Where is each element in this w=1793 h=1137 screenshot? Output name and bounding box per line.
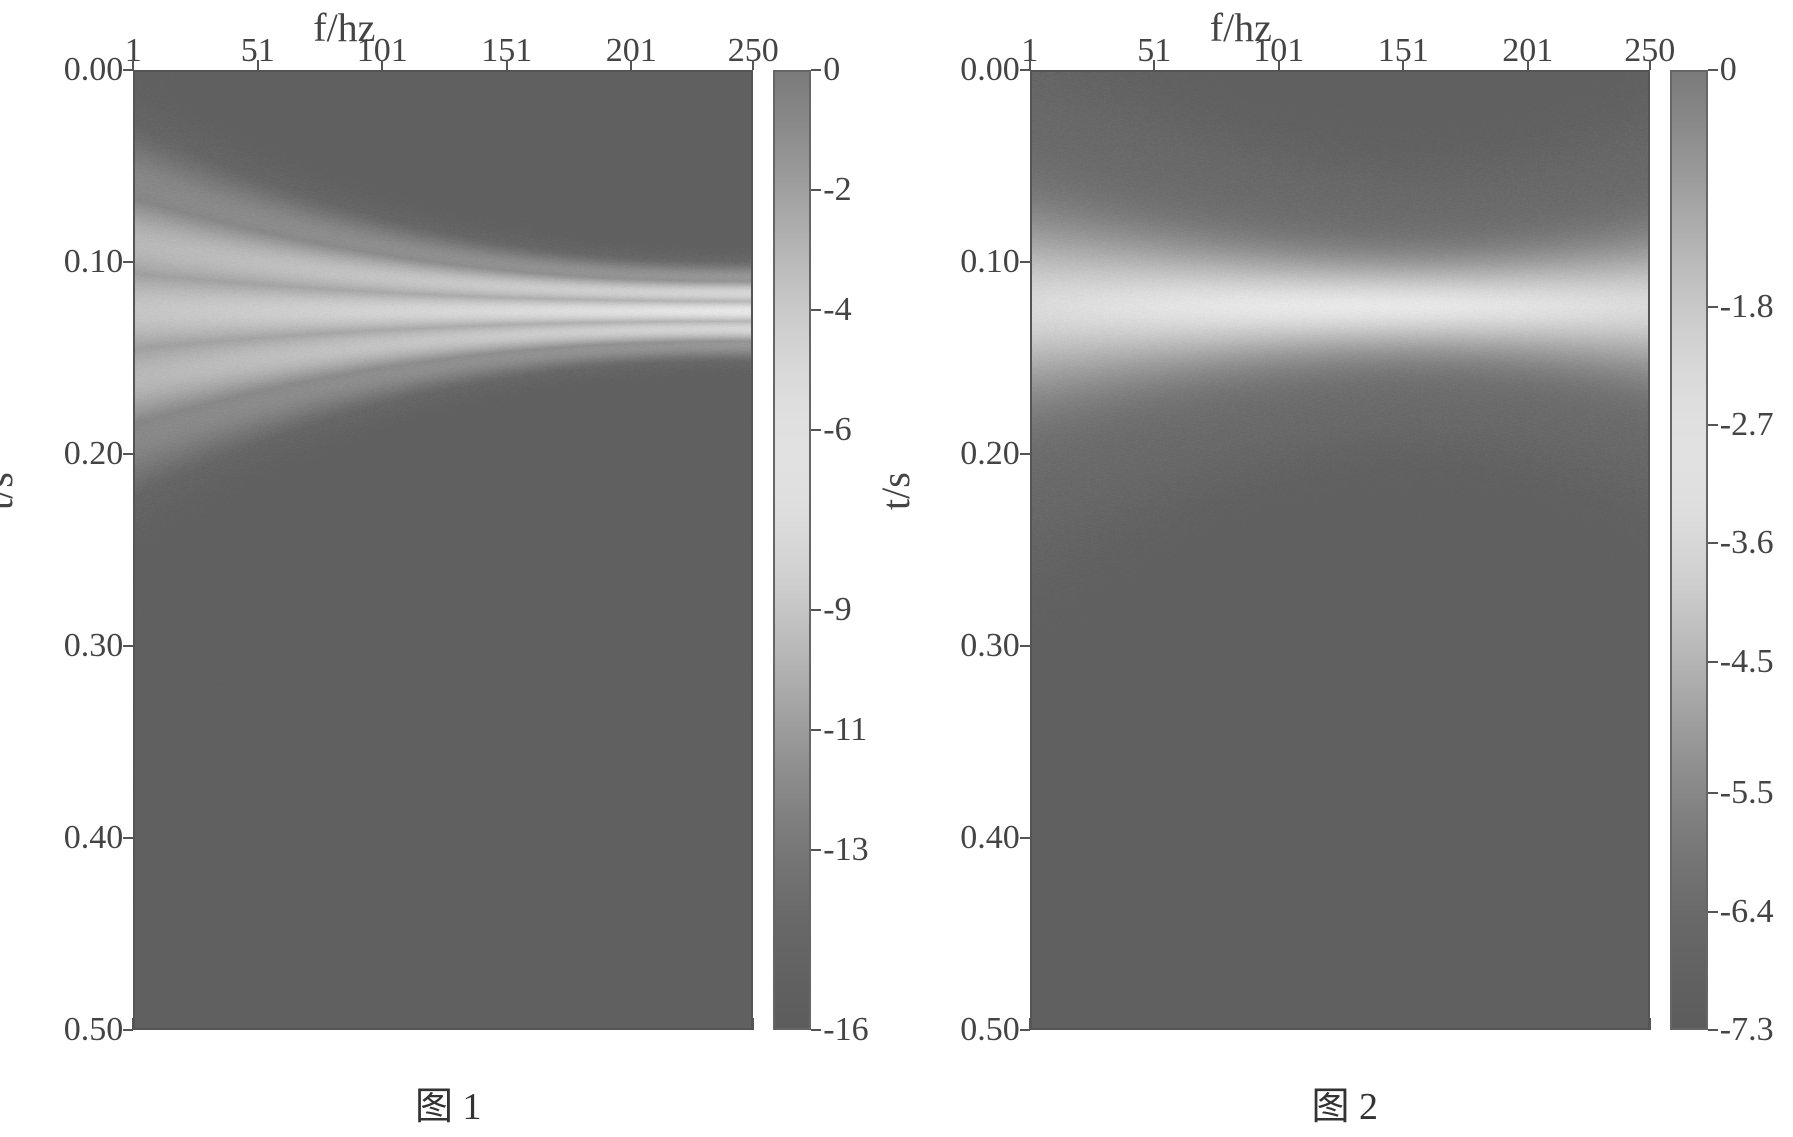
y-tick-label: 0.50	[960, 1011, 1020, 1049]
cbar-tick-label: -6.4	[1720, 893, 1774, 931]
tick-mark	[381, 60, 383, 70]
tick-mark	[1527, 60, 1529, 70]
tick-mark	[1708, 661, 1718, 663]
y-axis-label-1: t/s	[0, 472, 22, 510]
tick-mark	[1708, 1029, 1718, 1031]
cbar-tick-label: -13	[823, 831, 868, 869]
tick-mark	[811, 849, 821, 851]
colorbar-2	[1670, 70, 1708, 1030]
caption-2: 图 2	[910, 1075, 1780, 1130]
cbar-tick-label: -4	[823, 291, 851, 329]
figure-pair: f/hz t/s 151101151201250 0.000.100.200.3…	[0, 0, 1793, 1137]
cbar-tick-label: -2.7	[1720, 406, 1774, 444]
tick-mark	[123, 261, 133, 263]
tick-mark	[1649, 60, 1651, 70]
y-axis-label-2: t/s	[872, 472, 919, 510]
tick-mark	[1020, 645, 1030, 647]
tick-mark	[1020, 837, 1030, 839]
tick-mark	[123, 453, 133, 455]
tick-mark	[1402, 60, 1404, 70]
tick-mark	[1708, 792, 1718, 794]
cbar-tick-label: 0	[1720, 51, 1737, 89]
tick-mark	[752, 60, 754, 70]
tick-mark	[1708, 306, 1718, 308]
y-tick-label: 0.10	[64, 243, 124, 281]
y-tick-label: 0.30	[64, 627, 124, 665]
tick-mark	[1708, 69, 1718, 71]
y-tick-label: 0.40	[64, 819, 124, 857]
caption-1: 图 1	[13, 1075, 883, 1130]
tick-mark	[1708, 911, 1718, 913]
tick-mark	[811, 729, 821, 731]
cbar-tick-label: -3.6	[1720, 524, 1774, 562]
spectrogram-1	[133, 70, 753, 1030]
tick-mark	[811, 189, 821, 191]
tick-mark	[1708, 424, 1718, 426]
cbar-tick-label: -6	[823, 411, 851, 449]
tick-mark	[1020, 1029, 1030, 1031]
y-tick-label: 0.50	[64, 1011, 124, 1049]
tick-mark	[123, 69, 133, 71]
y-tick-label: 0.30	[960, 627, 1020, 665]
tick-mark	[630, 60, 632, 70]
tick-mark	[811, 429, 821, 431]
tick-mark	[1020, 453, 1030, 455]
tick-mark	[1020, 261, 1030, 263]
y-tick-label: 0.20	[64, 435, 124, 473]
tick-mark	[257, 60, 259, 70]
tick-mark	[123, 837, 133, 839]
colorbar-1	[773, 70, 811, 1030]
panel-1: f/hz t/s 151101151201250 0.000.100.200.3…	[13, 10, 883, 1070]
tick-mark	[811, 1029, 821, 1031]
tick-mark	[1278, 60, 1280, 70]
y-tick-label: 0.40	[960, 819, 1020, 857]
tick-mark	[1020, 69, 1030, 71]
tick-mark	[1708, 542, 1718, 544]
tick-mark	[811, 69, 821, 71]
tick-mark	[1153, 60, 1155, 70]
cbar-tick-label: 0	[823, 51, 840, 89]
cbar-tick-label: -4.5	[1720, 643, 1774, 681]
cbar-tick-label: -5.5	[1720, 774, 1774, 812]
tick-mark	[123, 1029, 133, 1031]
tick-mark	[506, 60, 508, 70]
cbar-tick-label: -9	[823, 591, 851, 629]
panel-2: f/hz t/s 151101151201250 0.000.100.200.3…	[910, 10, 1780, 1070]
y-tick-label: 0.00	[64, 51, 124, 89]
spectrogram-2	[1030, 70, 1650, 1030]
tick-mark	[123, 645, 133, 647]
y-tick-label: 0.10	[960, 243, 1020, 281]
cbar-tick-label: -11	[823, 711, 867, 749]
tick-mark	[811, 609, 821, 611]
cbar-tick-label: -16	[823, 1011, 868, 1049]
y-tick-label: 0.00	[960, 51, 1020, 89]
tick-mark	[811, 309, 821, 311]
cbar-tick-label: -2	[823, 171, 851, 209]
cbar-tick-label: -7.3	[1720, 1011, 1774, 1049]
y-tick-label: 0.20	[960, 435, 1020, 473]
cbar-tick-label: -1.8	[1720, 288, 1774, 326]
